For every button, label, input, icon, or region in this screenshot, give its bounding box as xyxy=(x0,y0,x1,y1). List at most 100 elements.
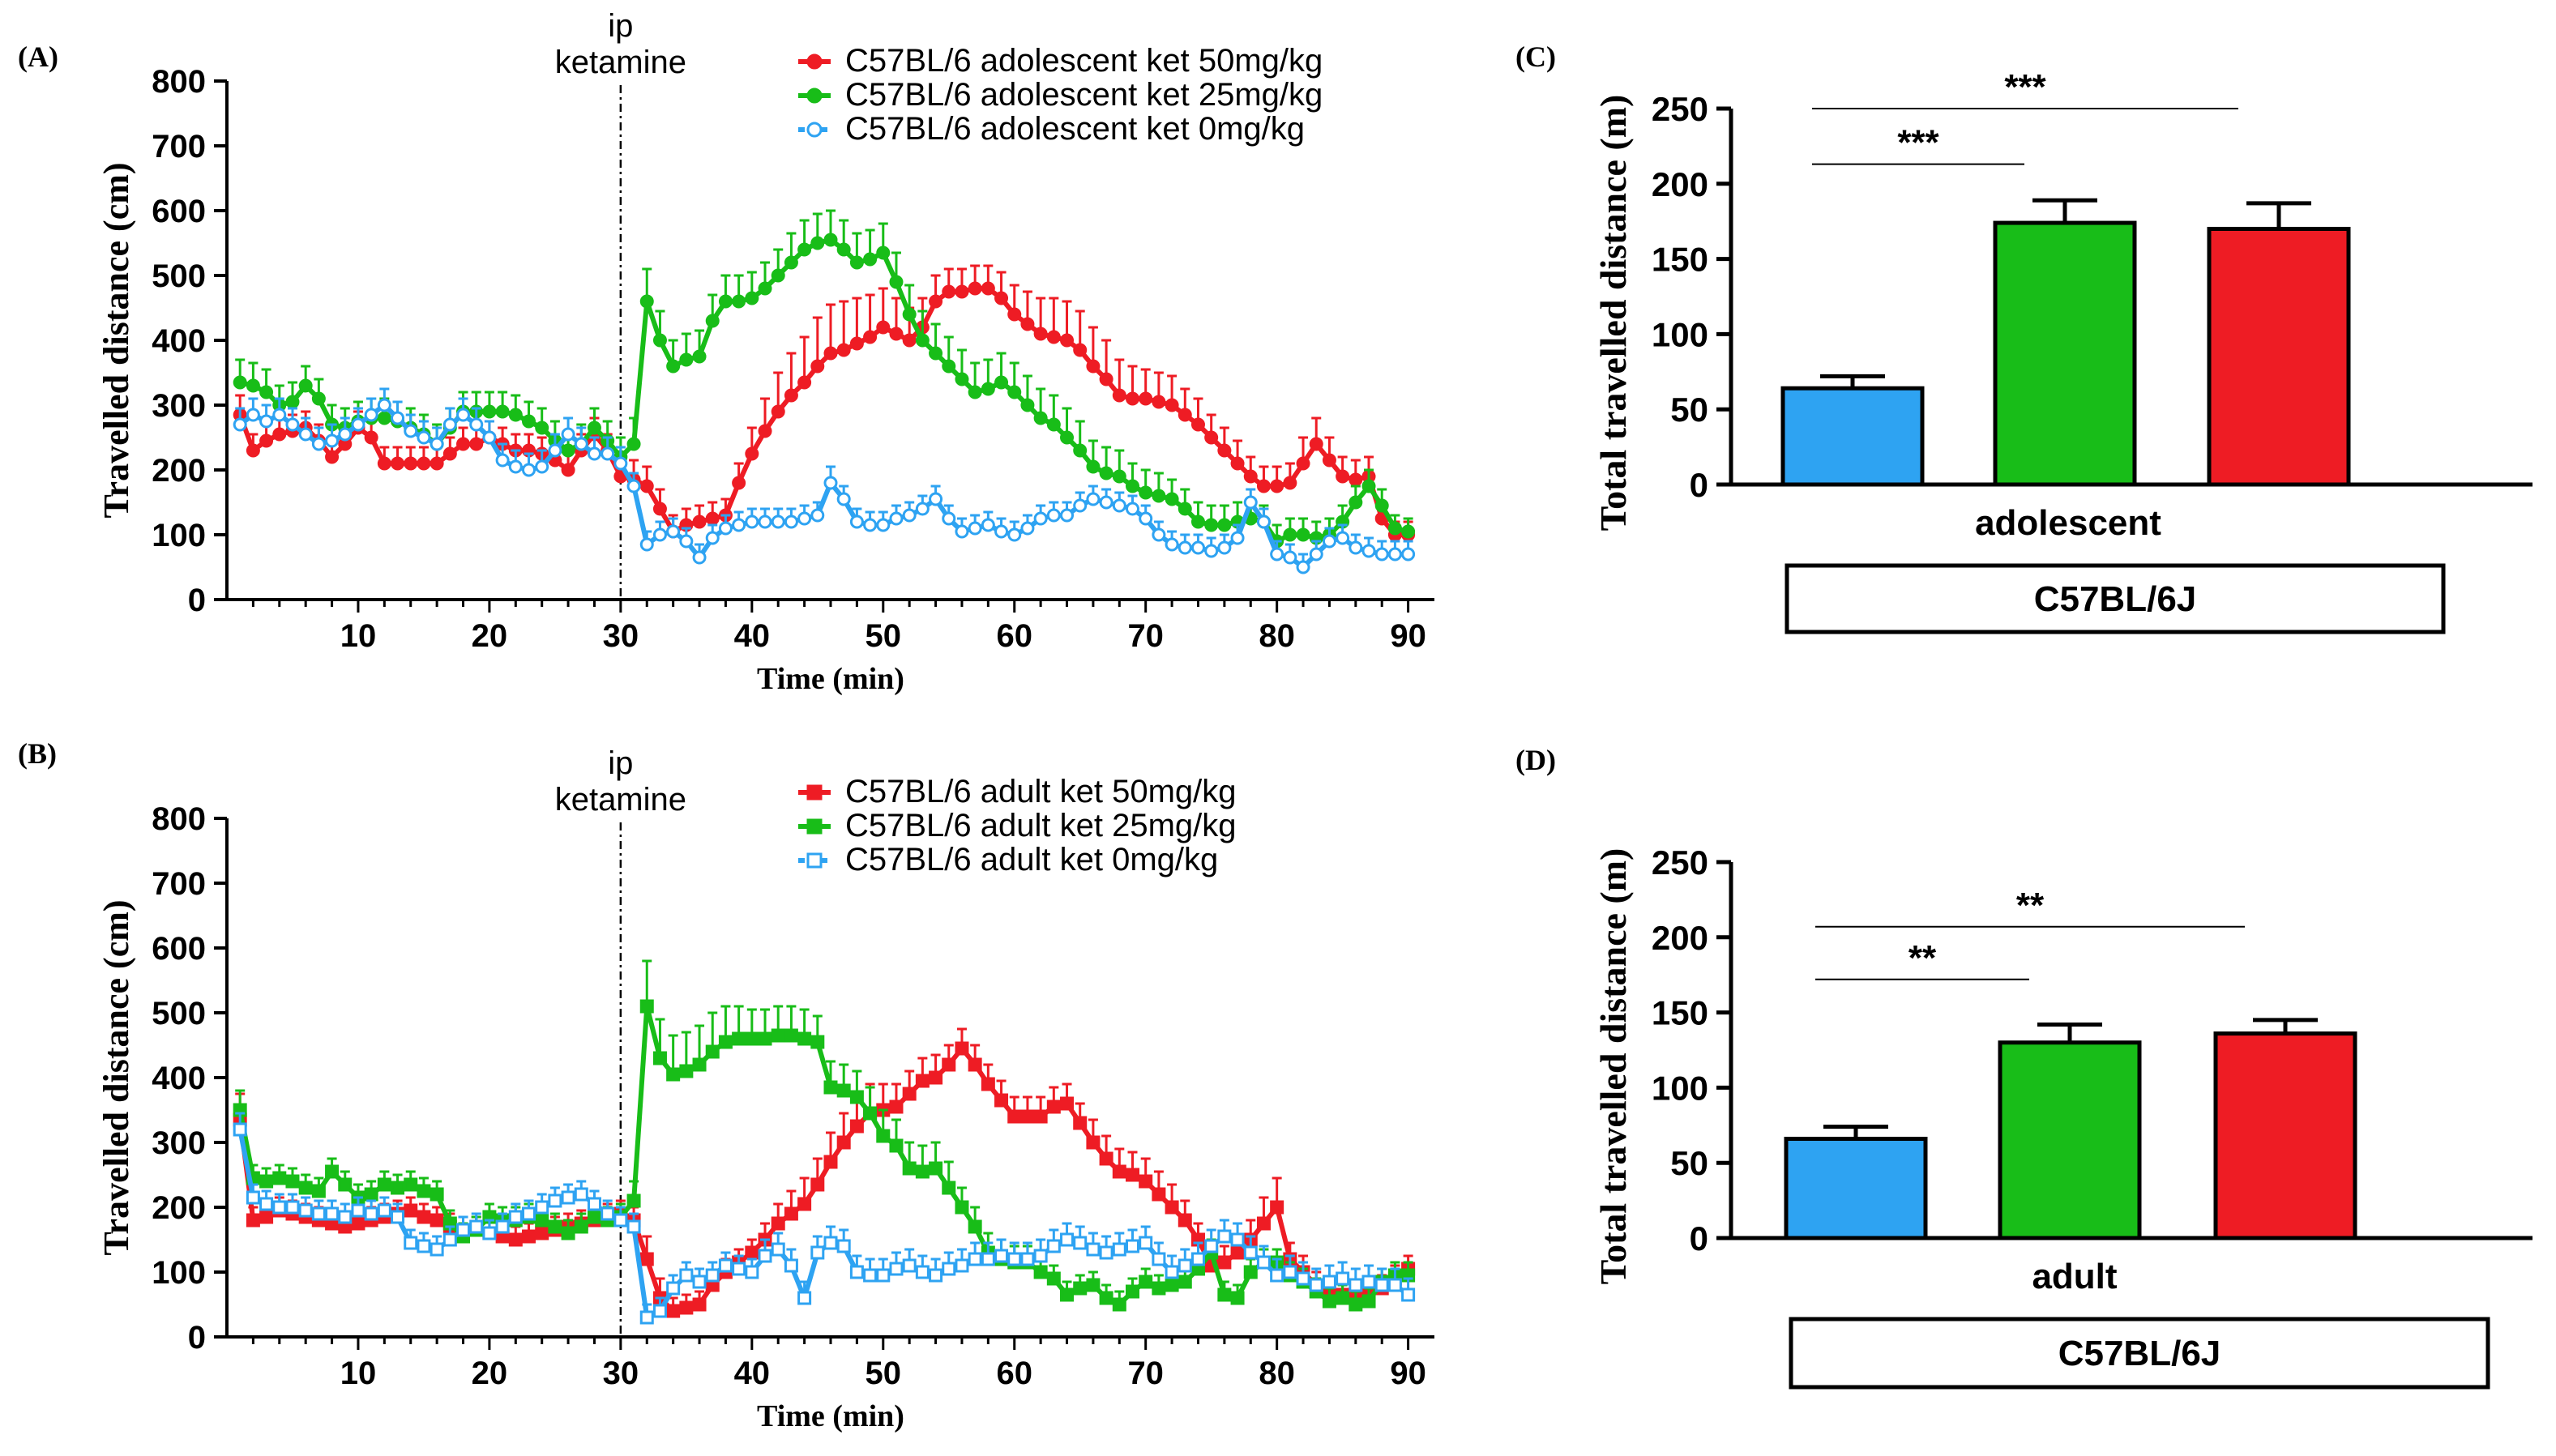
significance-stars: ** xyxy=(2016,886,2045,925)
data-point xyxy=(351,1216,365,1231)
data-point xyxy=(325,1206,340,1221)
data-point xyxy=(351,417,365,432)
y-tick-label: 0 xyxy=(1690,1219,1708,1257)
data-point xyxy=(639,1310,654,1325)
bar-50mg/kg xyxy=(2213,1031,2357,1240)
panel-label: (A) xyxy=(18,41,58,73)
data-point xyxy=(929,294,943,309)
panel-b: (B) 0 100 200 300 400 500 600 700 800 10 20 30 40 50 60… xyxy=(18,737,1434,1433)
data-point xyxy=(417,1210,431,1224)
data-point xyxy=(915,1265,930,1279)
y-tick-label: 250 xyxy=(1652,90,1708,128)
data-point xyxy=(810,1245,825,1260)
y-tick-label: 200 xyxy=(1652,919,1708,957)
y-tick-label: 800 xyxy=(152,801,206,837)
data-point xyxy=(272,408,287,422)
legend-label: C57BL/6 adult ket 0mg/kg xyxy=(845,842,1218,877)
data-point xyxy=(1007,1252,1022,1266)
data-point xyxy=(442,417,457,432)
strain-label: C57BL/6J xyxy=(2034,579,2197,619)
y-tick-label: 150 xyxy=(1652,241,1708,279)
data-point xyxy=(1256,479,1271,493)
data-point xyxy=(902,508,917,523)
data-point xyxy=(1033,327,1048,341)
data-point xyxy=(1349,472,1363,487)
data-point xyxy=(863,518,878,532)
data-point xyxy=(1230,1291,1245,1305)
data-point xyxy=(561,1190,575,1205)
data-point xyxy=(1099,1245,1113,1260)
data-point xyxy=(771,1216,785,1231)
panel-label: (C) xyxy=(1515,41,1556,73)
data-point xyxy=(430,1187,444,1202)
data-point xyxy=(981,1252,995,1266)
y-tick-label: 700 xyxy=(152,129,206,164)
data-point xyxy=(417,430,431,445)
data-point xyxy=(1230,1232,1245,1247)
data-point xyxy=(482,404,497,419)
data-point xyxy=(1033,411,1048,425)
data-point xyxy=(1020,317,1035,331)
data-point xyxy=(1374,547,1389,561)
data-point xyxy=(771,268,785,283)
data-point xyxy=(1296,527,1310,542)
data-point xyxy=(1204,544,1219,558)
data-point xyxy=(1046,1099,1061,1114)
data-point xyxy=(1112,1164,1126,1179)
data-point xyxy=(876,1129,891,1143)
data-point xyxy=(1126,1284,1139,1299)
data-point xyxy=(285,1174,300,1189)
data-point xyxy=(285,395,300,409)
data-point xyxy=(732,476,746,490)
data-point xyxy=(705,511,720,526)
data-point xyxy=(1073,1236,1088,1250)
data-point xyxy=(338,1177,353,1192)
y-tick-label: 200 xyxy=(1652,165,1708,203)
legend-swatch-marker xyxy=(806,122,823,138)
data-point xyxy=(955,284,969,299)
data-point xyxy=(259,414,274,429)
group-label: adolescent xyxy=(1975,503,2161,543)
data-point xyxy=(1336,1271,1350,1286)
legend-swatch-marker xyxy=(806,818,823,835)
data-point xyxy=(285,1200,300,1215)
data-point xyxy=(784,388,798,403)
data-point xyxy=(929,346,943,361)
data-point xyxy=(1165,398,1179,412)
panel-c: (C) 0 50 100 150 200 250 Total travelled distan… xyxy=(1515,41,2532,634)
data-point xyxy=(942,511,956,526)
data-point xyxy=(601,1206,615,1221)
significance-stars: *** xyxy=(2004,67,2046,107)
data-point xyxy=(1060,508,1075,523)
data-point xyxy=(666,1304,681,1318)
data-point xyxy=(810,236,825,250)
data-point xyxy=(639,479,654,493)
data-point xyxy=(823,1080,838,1095)
data-point xyxy=(364,1187,378,1202)
data-point xyxy=(889,275,904,289)
data-point xyxy=(718,521,733,536)
data-point xyxy=(1112,1297,1126,1312)
data-point xyxy=(889,327,904,341)
y-tick-label: 0 xyxy=(188,583,206,618)
data-point xyxy=(718,1035,733,1049)
data-point xyxy=(1217,540,1232,555)
data-point xyxy=(994,375,1009,390)
strain-box xyxy=(1784,563,2446,634)
data-point xyxy=(639,999,654,1014)
data-point xyxy=(561,463,575,477)
data-point xyxy=(351,1203,365,1218)
data-point xyxy=(1007,527,1022,542)
strain-label: C57BL/6J xyxy=(2058,1334,2221,1373)
data-point xyxy=(377,1177,391,1192)
data-point xyxy=(285,417,300,432)
data-point xyxy=(417,1184,431,1198)
data-point xyxy=(666,524,681,539)
data-point xyxy=(1020,398,1035,412)
data-point xyxy=(311,1184,326,1198)
data-point xyxy=(810,359,825,374)
x-tick-label: 40 xyxy=(734,1356,771,1391)
data-point xyxy=(508,408,523,422)
data-point xyxy=(1387,547,1402,561)
